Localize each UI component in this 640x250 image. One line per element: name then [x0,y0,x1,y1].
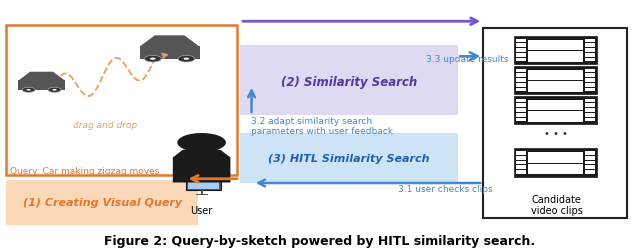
Bar [528,111,583,122]
Bar [240,45,458,115]
Text: 3.1 user checks clips: 3.1 user checks clips [398,185,493,194]
Text: drag and drop: drag and drop [74,120,138,130]
Bar [516,166,525,169]
Bar [516,68,525,72]
Circle shape [52,89,57,91]
Bar [586,156,595,160]
Bar [516,108,525,112]
Bar [586,98,595,102]
Bar [516,118,525,122]
Bar [516,43,525,47]
Circle shape [26,89,31,91]
Bar [586,151,595,155]
Bar [586,170,595,174]
Text: Candidate
video clips: Candidate video clips [531,195,583,216]
Circle shape [22,87,35,92]
Bar [516,103,525,107]
Bar [186,179,221,190]
Bar [196,194,208,195]
Bar [516,98,525,102]
Bar [528,81,583,92]
Bar [586,68,595,72]
Bar [516,156,525,160]
Bar [201,190,203,194]
Circle shape [145,56,161,62]
Bar [140,46,200,59]
Bar [586,53,595,57]
Bar [516,48,525,52]
Bar [528,164,583,174]
Bar [516,113,525,117]
Text: (3) HITL Similarity Search: (3) HITL Similarity Search [268,154,429,164]
Bar [514,36,597,64]
Bar [586,88,595,92]
Bar [514,66,597,94]
Bar [586,73,595,77]
Bar [586,113,595,117]
Text: (2) Similarity Search: (2) Similarity Search [281,76,417,89]
Bar [516,161,525,164]
Bar [586,48,595,52]
Bar [6,180,198,225]
Circle shape [184,58,189,60]
Bar [528,40,583,50]
Circle shape [150,58,156,60]
Bar [586,83,595,87]
Bar [586,166,595,169]
Bar [516,88,525,92]
Bar [528,152,583,163]
Text: • • •: • • • [543,129,568,139]
Bar [586,38,595,42]
Text: Query: Car making zigzag moves: Query: Car making zigzag moves [10,167,159,176]
Bar [514,148,597,177]
Text: (1) Creating Visual Query: (1) Creating Visual Query [23,198,182,207]
Bar [188,180,219,189]
Bar [586,43,595,47]
Bar [6,25,237,175]
Bar [516,38,525,42]
Bar [516,83,525,87]
Text: 3.2 adapt similarity search
parameters with user feedback: 3.2 adapt similarity search parameters w… [251,117,393,136]
Bar [586,103,595,107]
Bar [240,132,458,182]
Bar [516,58,525,62]
Bar [586,58,595,62]
Bar [483,28,627,218]
Text: User: User [191,206,212,216]
Circle shape [177,133,226,152]
Bar [586,108,595,112]
Bar [586,118,595,122]
Bar [516,78,525,82]
Circle shape [178,56,195,62]
Bar [516,73,525,77]
Bar [528,70,583,80]
Bar [19,80,65,90]
Bar [528,100,583,110]
Bar [516,170,525,174]
Text: 3.3 update results: 3.3 update results [426,55,508,64]
Bar [514,96,597,124]
Bar [586,161,595,164]
Polygon shape [140,35,199,46]
Bar [528,51,583,62]
Bar [516,53,525,57]
Text: Figure 2: Query-by-sketch powered by HITL similarity search.: Figure 2: Query-by-sketch powered by HIT… [104,234,536,248]
Polygon shape [19,72,65,80]
Bar [586,78,595,82]
Circle shape [48,87,61,92]
Polygon shape [173,148,230,182]
Bar [516,151,525,155]
